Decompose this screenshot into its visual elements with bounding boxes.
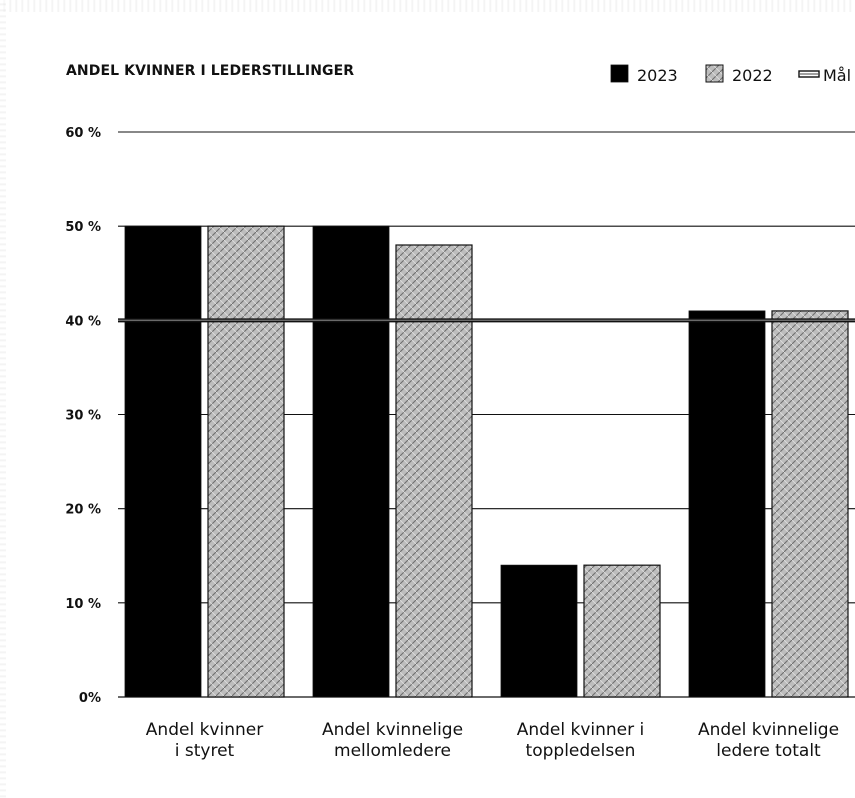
bar-2022-3 xyxy=(583,564,661,698)
scan-noise-left xyxy=(0,0,6,798)
x-category-label-2-line-1: Andel kvinnelige xyxy=(322,720,463,740)
legend-label-2022: 2022 xyxy=(732,66,773,85)
x-category-label-2-line-2: mellomledere xyxy=(334,741,451,761)
legend-swatch-2022 xyxy=(705,64,724,83)
bar-2022-4 xyxy=(771,310,849,698)
y-tick-label-0: 0% xyxy=(79,691,101,706)
x-category-label-4-line-1: Andel kvinnelige xyxy=(698,720,839,740)
y-tick-label-20: 20 % xyxy=(65,503,101,518)
bar-2022-1 xyxy=(207,225,285,698)
y-tick-label-40: 40 % xyxy=(65,314,101,329)
legend-label-target: Mål xyxy=(823,66,851,85)
x-category-label-3-line-1: Andel kvinner i xyxy=(517,720,645,740)
y-tick-label-30: 30 % xyxy=(65,409,101,424)
bar-2023-2 xyxy=(312,225,390,698)
bar-2023-1 xyxy=(124,225,202,698)
bar-2023-3 xyxy=(500,564,578,698)
x-category-label-1-line-1: Andel kvinner xyxy=(146,720,263,740)
x-category-label-1-line-2: i styret xyxy=(175,741,235,761)
x-category-label-3-line-2: toppledelsen xyxy=(526,741,636,761)
y-tick-label-50: 50 % xyxy=(65,220,101,235)
y-tick-label-60: 60 % xyxy=(65,126,101,141)
legend-swatch-2023 xyxy=(610,64,629,83)
y-tick-label-10: 10 % xyxy=(65,597,101,612)
legend-label-2023: 2023 xyxy=(637,66,678,85)
scan-noise-top xyxy=(0,0,855,12)
x-category-label-4-line-2: ledere totalt xyxy=(716,741,821,761)
bar-2023-4 xyxy=(688,310,766,698)
chart-title: ANDEL KVINNER I LEDERSTILLINGER xyxy=(66,63,355,79)
bar-2022-2 xyxy=(395,244,473,698)
